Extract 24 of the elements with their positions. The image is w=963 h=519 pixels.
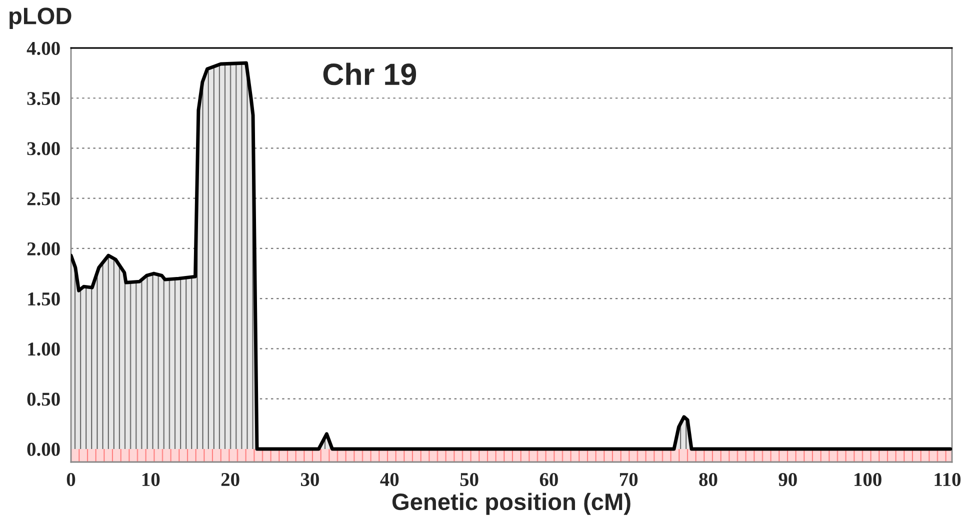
chart-title: Chr 19 [323,62,416,86]
x-tick-label: 90 [778,472,797,486]
x-axis-title: Genetic position (cM) [392,492,630,515]
x-tick-label: 50 [460,472,478,486]
y-tick-label: 2.50 [27,192,60,206]
y-tick-label: 0.50 [27,392,60,406]
x-tick-label: 60 [540,472,558,486]
x-tick-label: 110 [934,472,961,486]
x-tick-label: 0 [66,472,76,486]
x-tick-label: 10 [142,472,160,486]
y-tick-label: 2.00 [27,242,60,256]
x-tick-label: 20 [221,472,240,486]
y-tick-label: 1.00 [28,342,60,356]
x-tick-label: 80 [699,472,718,486]
y-tick-label: 4.00 [26,42,60,56]
y-tick-label: 1.50 [28,292,60,306]
x-tick-label: 40 [380,472,399,486]
y-axis-title: pLOD [10,8,72,30]
y-tick-label: 0.00 [27,442,60,456]
y-tick-label: 3.00 [27,142,60,156]
x-tick-label: 30 [300,472,319,486]
x-tick-label: 100 [854,472,882,486]
y-tick-label: 3.50 [27,92,60,106]
x-tick-label: 70 [620,472,638,486]
